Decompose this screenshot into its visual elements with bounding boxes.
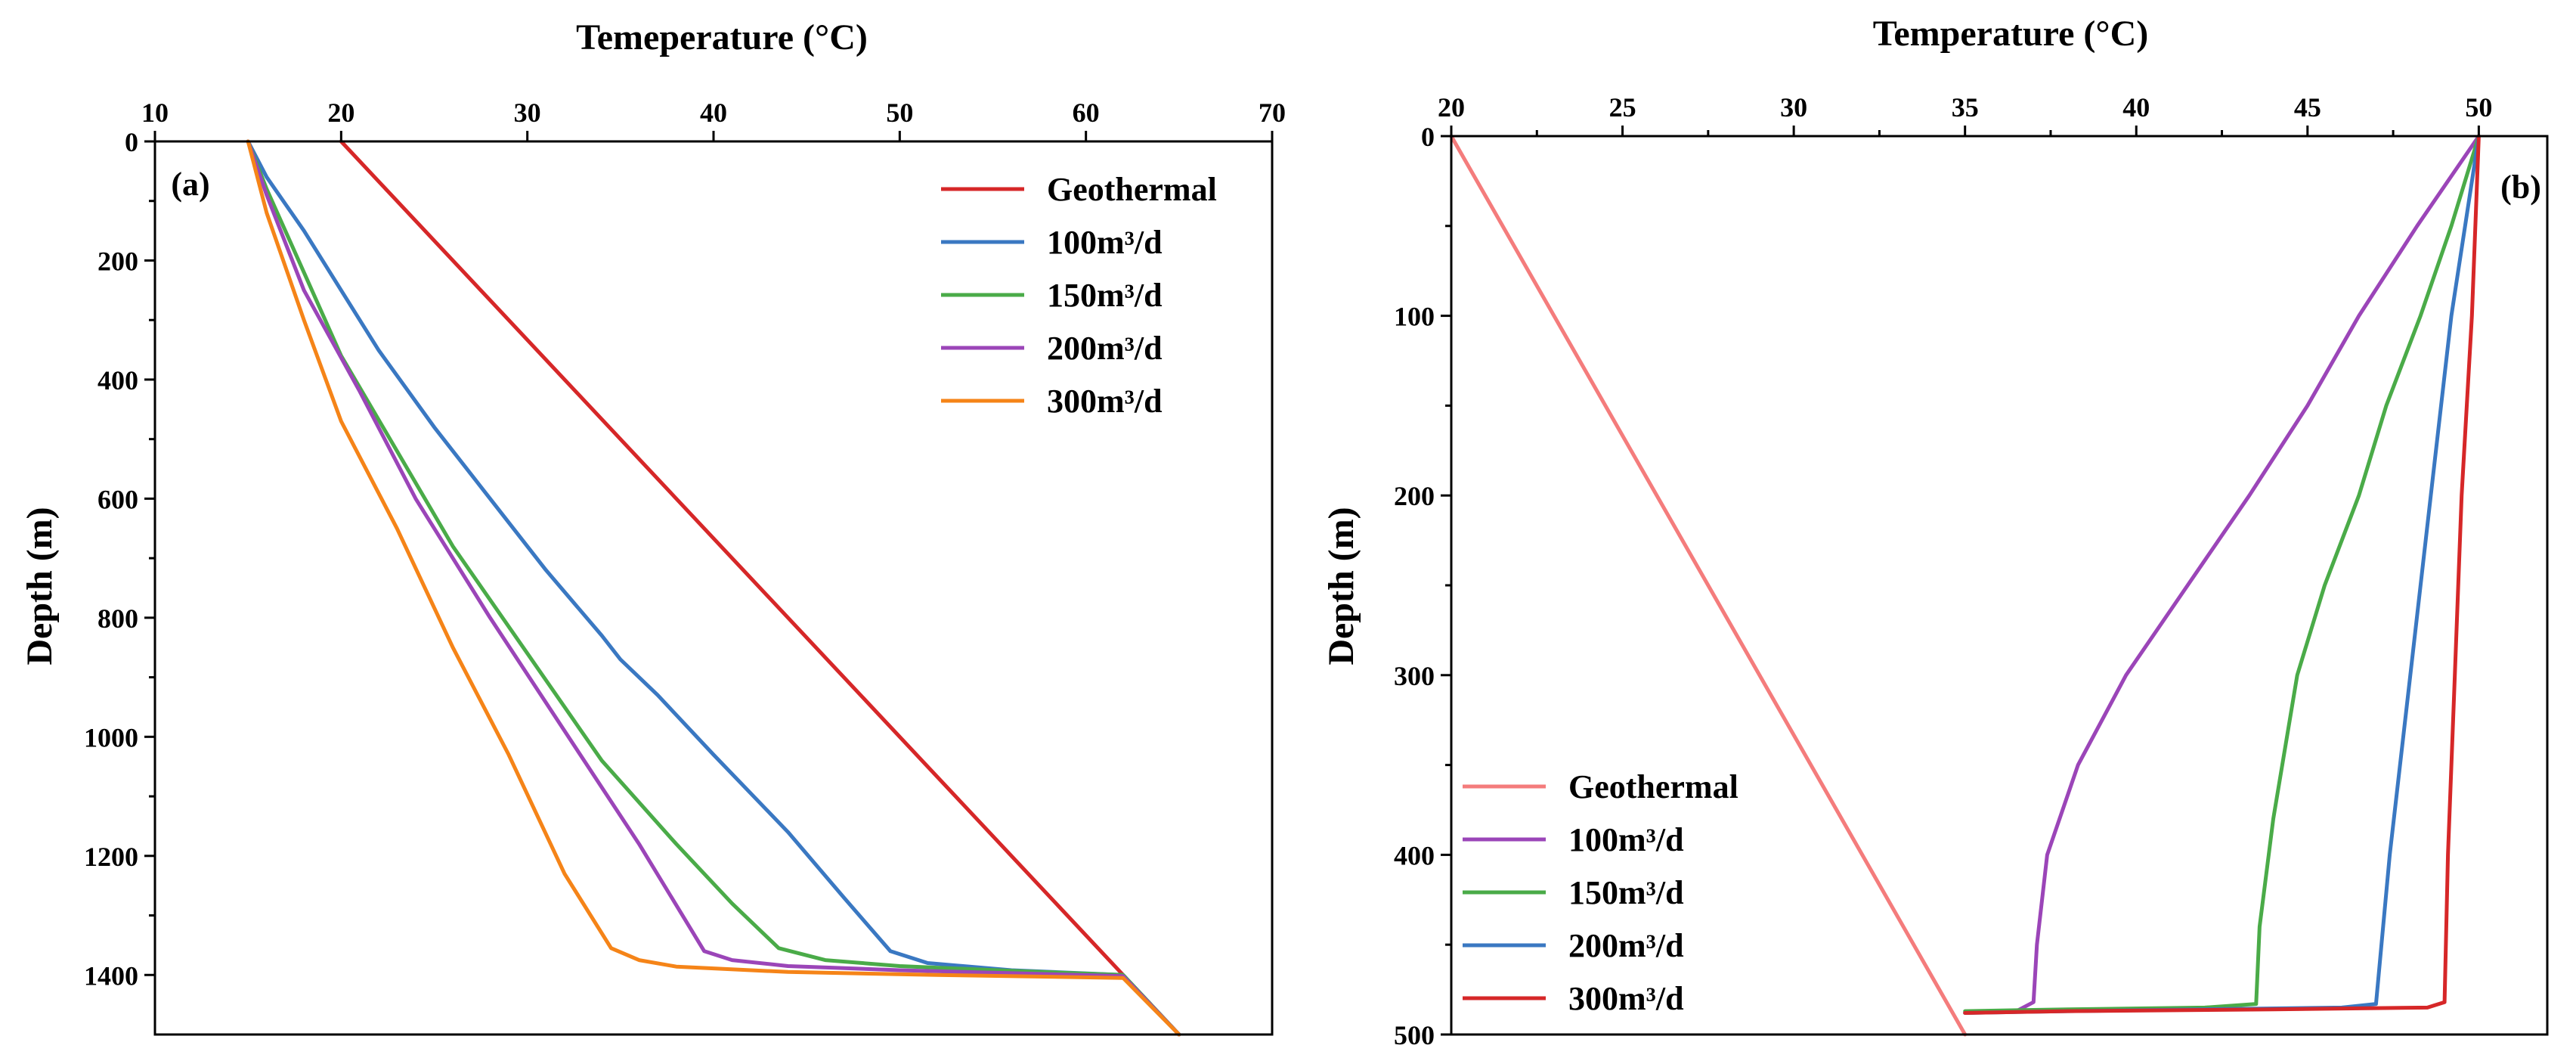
y-tick-label: 200 <box>1394 481 1435 511</box>
series-line <box>1963 134 2481 1015</box>
legend-label: Geothermal <box>1568 768 1738 805</box>
y-tick-label: 0 <box>125 127 138 157</box>
y-tick-label: 600 <box>98 484 138 514</box>
y-tick-label: 1000 <box>84 722 138 752</box>
x-axis-title: Temperature (°C) <box>1873 14 2148 54</box>
x-tick-label: 45 <box>2294 92 2321 123</box>
legend: Geothermal 100m³/d 150m³/d 200m³/d 300m³/d <box>941 171 1217 420</box>
legend-label: 200m³/d <box>1047 330 1163 367</box>
y-tick-label: 100 <box>1394 302 1435 332</box>
legend-label: 300m³/d <box>1568 980 1684 1017</box>
legend: Geothermal 100m³/d 150m³/d 200m³/d 300m³/d <box>1463 768 1738 1017</box>
x-tick-label: 70 <box>1259 98 1286 128</box>
x-tick-label: 30 <box>514 98 541 128</box>
y-tick-label: 0 <box>1421 122 1435 152</box>
series-line <box>339 139 1181 1037</box>
panel-label: (b) <box>2500 169 2541 206</box>
y-tick-label: 400 <box>1394 840 1435 870</box>
y-tick-label: 200 <box>98 246 138 276</box>
legend-label: 100m³/d <box>1047 224 1163 261</box>
y-tick-label: 300 <box>1394 661 1435 691</box>
legend-label: 200m³/d <box>1568 927 1684 964</box>
x-tick-label: 25 <box>1609 92 1636 123</box>
legend-label: 150m³/d <box>1568 874 1684 911</box>
x-tick-label: 30 <box>1780 92 1807 123</box>
y-axis-title: Depth (m) <box>20 507 60 665</box>
y-tick-label: 800 <box>98 603 138 634</box>
x-tick-label: 40 <box>2122 92 2150 123</box>
series-line <box>1449 134 1968 1037</box>
series-line <box>246 139 1181 1037</box>
series-layer <box>1449 134 2481 1037</box>
x-axis-title: Temeperature (°C) <box>576 17 868 57</box>
x-tick-label: 50 <box>2465 92 2492 123</box>
series-line <box>1963 134 2481 1013</box>
legend-label: 300m³/d <box>1047 383 1163 420</box>
x-tick-label: 60 <box>1073 98 1100 128</box>
plot-frame <box>153 140 1274 1036</box>
series-line <box>246 139 1181 1037</box>
legend-label: Geothermal <box>1047 171 1217 208</box>
series-line <box>1963 134 2481 1015</box>
chart-panel-b: 20 25 30 35 40 45 500100200300400500Temperatur… <box>1321 14 2549 1050</box>
y-axis-title: Depth (m) <box>1321 507 1361 665</box>
panel-label: (a) <box>171 166 209 203</box>
chart-panel-a: 10 20 30 40 50 60 70 0 200 400 600 800 1000 1200 1400 T… <box>20 17 1286 1037</box>
x-tick-label: 20 <box>327 98 355 128</box>
y-tick-label: 400 <box>98 365 138 396</box>
x-tick-label: 50 <box>886 98 913 128</box>
legend-label: 150m³/d <box>1047 277 1163 314</box>
y-tick-label: 1400 <box>84 960 138 991</box>
y-tick-label: 1200 <box>84 842 138 872</box>
x-tick-label: 40 <box>700 98 727 128</box>
series-line <box>246 139 1181 1037</box>
y-tick-label: 500 <box>1394 1020 1435 1050</box>
series-layer <box>246 139 1181 1037</box>
series-line <box>246 139 1181 1037</box>
x-tick-label: 20 <box>1438 92 1465 123</box>
series-line <box>1963 134 2481 1015</box>
x-tick-label: 35 <box>1952 92 1979 123</box>
x-tick-label: 10 <box>141 98 169 128</box>
legend-label: 100m³/d <box>1568 821 1684 858</box>
